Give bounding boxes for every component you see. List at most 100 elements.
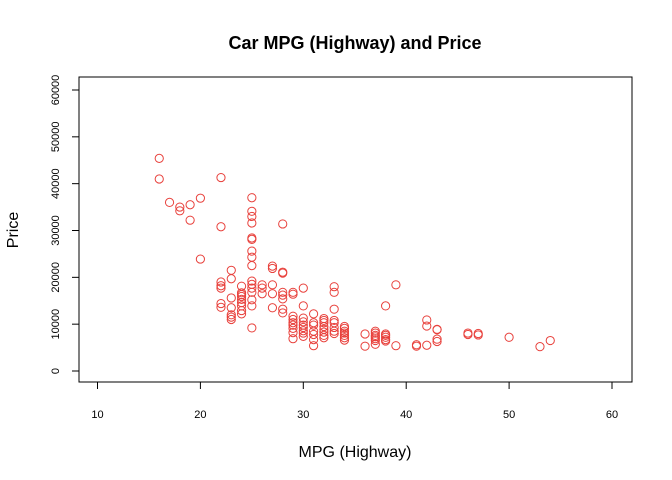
- scatter-point: [226, 274, 236, 284]
- scatter-point: [278, 304, 288, 314]
- scatter-point: [329, 326, 339, 336]
- x-axis-tick-label: 10: [91, 409, 103, 421]
- scatter-point: [247, 276, 257, 286]
- scatter-point: [339, 330, 350, 341]
- scatter-point: [339, 333, 350, 343]
- scatter-point: [319, 330, 329, 341]
- scatter-point: [247, 261, 257, 271]
- y-axis-tick-label: 40000: [50, 168, 62, 199]
- x-axis-tick-label: 60: [606, 409, 618, 421]
- scatter-point: [391, 341, 401, 351]
- scatter-point: [288, 318, 298, 328]
- x-axis-label: MPG (Highway): [299, 444, 412, 461]
- scatter-point: [422, 321, 432, 331]
- scatter-point: [267, 289, 278, 299]
- scatter-point: [319, 315, 329, 326]
- scatter-point: [247, 301, 257, 311]
- scatter-point: [381, 332, 391, 342]
- scatter-point: [370, 328, 380, 338]
- scatter-point: [226, 310, 236, 320]
- scatter-point: [463, 329, 473, 340]
- scatter-point: [308, 341, 319, 351]
- scatter-point: [278, 287, 288, 297]
- scatter-point: [319, 333, 329, 343]
- scatter-point: [308, 335, 319, 345]
- scatter-point: [247, 206, 257, 216]
- scatter-point: [236, 294, 247, 304]
- scatter-point: [226, 314, 236, 325]
- scatter-point: [236, 291, 247, 302]
- y-axis-tick-label: 60000: [50, 75, 62, 106]
- scatter-point: [381, 336, 391, 346]
- scatter-point: [308, 320, 319, 330]
- scatter-point: [247, 252, 257, 262]
- scatter-point: [226, 293, 236, 303]
- scatter-point: [185, 215, 195, 225]
- scatter-point: [545, 335, 555, 346]
- scatter-point: [288, 327, 298, 338]
- scatter-point: [298, 313, 308, 323]
- x-axis-tick-label: 40: [400, 409, 412, 421]
- scatter-point: [247, 295, 257, 305]
- scatter-point: [216, 222, 226, 232]
- scatter-point: [267, 263, 278, 274]
- scatter-point: [236, 305, 247, 316]
- y-axis-tick-label: 30000: [50, 215, 62, 246]
- scatter-point: [267, 280, 278, 290]
- scatter-point: [288, 334, 298, 344]
- y-axis-tick-label: 20000: [50, 262, 62, 293]
- scatter-point: [288, 311, 298, 321]
- scatter-point: [298, 301, 308, 311]
- scatter-point: [308, 309, 319, 319]
- scatter-point: [257, 289, 267, 299]
- scatter-point: [236, 290, 247, 300]
- scatter-point: [195, 254, 205, 264]
- scatter-point: [226, 312, 236, 322]
- y-axis-tick-label: 10000: [50, 309, 62, 340]
- scatter-point: [535, 342, 545, 352]
- scatter-point: [360, 329, 370, 339]
- scatter-point: [298, 283, 308, 293]
- scatter-point: [339, 335, 350, 345]
- scatter-point: [216, 172, 226, 183]
- scatter-point: [298, 328, 308, 338]
- scatter-point: [216, 277, 226, 287]
- x-axis-tick-label: 30: [297, 409, 309, 421]
- scatter-point: [298, 322, 308, 333]
- scatter-point: [185, 200, 195, 210]
- scatter-point: [216, 283, 226, 293]
- scatter-point: [432, 324, 442, 334]
- scatter-point: [236, 309, 247, 319]
- chart-title: Car MPG (Highway) and Price: [228, 33, 481, 53]
- scatter-point: [257, 283, 267, 293]
- scatter-point: [247, 211, 257, 222]
- scatter-point: [195, 193, 205, 203]
- scatter-point: [226, 303, 236, 313]
- scatter-point: [329, 328, 339, 339]
- scatter-point: [216, 298, 226, 309]
- scatter-point: [473, 330, 483, 340]
- scatter-point: [257, 280, 267, 290]
- scatter-point: [308, 329, 319, 340]
- scatter-point: [319, 321, 329, 332]
- scatter-point: [329, 304, 339, 314]
- y-axis-tick-label: 0: [50, 368, 62, 374]
- scatter-point: [288, 323, 298, 333]
- scatter-point: [381, 301, 391, 311]
- scatter-point: [370, 335, 380, 346]
- scatter-point: [278, 290, 288, 300]
- scatter-point: [504, 332, 514, 342]
- scatter-point: [216, 302, 226, 312]
- scatter-point: [288, 320, 298, 330]
- scatter-point: [247, 234, 257, 244]
- scatter-point: [226, 265, 236, 275]
- scatter-point: [247, 246, 257, 256]
- scatter-point: [422, 315, 432, 325]
- scatter-point: [247, 287, 257, 297]
- scatter-point: [339, 323, 350, 333]
- scatter-point: [216, 281, 226, 291]
- scatter-point: [339, 328, 350, 338]
- y-axis-label: Price: [5, 212, 22, 249]
- scatter-point: [278, 294, 288, 304]
